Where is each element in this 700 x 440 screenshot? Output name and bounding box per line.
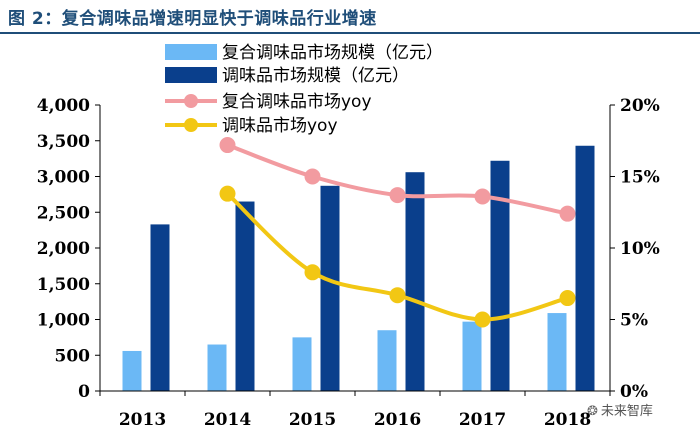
y-left-tick-label: 2,000 — [37, 239, 90, 259]
y-right-tick-label: 20% — [620, 96, 660, 116]
x-tick-label: 2016 — [374, 410, 421, 430]
y-left-tick-label: 3,000 — [37, 168, 90, 188]
point-seasoning-yoy-2015 — [304, 264, 321, 281]
title-underline — [0, 32, 700, 34]
y-right-tick-label: 0% — [620, 382, 648, 402]
point-seasoning-yoy-2017 — [474, 311, 491, 328]
x-tick-label: 2015 — [289, 410, 336, 430]
legend-label-seasoning-bar: 调味品市场规模（亿元） — [222, 66, 409, 86]
bar-compound-2013 — [122, 350, 142, 391]
legend-marker-seasoning-yoy — [184, 118, 198, 132]
point-seasoning-yoy-2016 — [389, 287, 406, 304]
bar-compound-2017 — [462, 321, 482, 391]
legend-label-compound-bar: 复合调味品市场规模（亿元） — [222, 43, 443, 63]
legend-label-seasoning-yoy: 调味品市场yoy — [222, 116, 338, 136]
x-tick-label: 2014 — [204, 410, 251, 430]
y-left-tick-label: 4,000 — [37, 96, 90, 116]
y-left-tick-label: 1,500 — [37, 275, 90, 295]
watermark: ❂ 未来智库 — [587, 400, 653, 419]
legend-label-compound-yoy: 复合调味品市场yoy — [222, 92, 372, 112]
watermark-text: 未来智库 — [600, 404, 653, 419]
x-tick-label: 2017 — [459, 410, 506, 430]
y-right-tick-label: 5% — [620, 311, 648, 331]
y-left-tick-label: 500 — [55, 346, 91, 366]
line-compound-yoy — [226, 143, 568, 216]
bar-seasoning-2018 — [575, 145, 595, 391]
point-compound-yoy-2015 — [304, 168, 321, 185]
y-left-tick-label: 2,500 — [37, 203, 90, 223]
bar-seasoning-2017 — [490, 160, 510, 391]
point-compound-yoy-2014 — [219, 137, 236, 154]
bar-compound-2015 — [292, 337, 312, 391]
point-compound-yoy-2018 — [559, 205, 576, 222]
figure-title: 图 2：复合调味品增速明显快于调味品行业增速 — [8, 9, 377, 29]
y-left-tick-label: 1,000 — [37, 311, 90, 331]
y-left-tick-label: 3,500 — [37, 132, 90, 152]
point-compound-yoy-2016 — [389, 187, 406, 204]
legend-marker-compound-yoy — [184, 94, 198, 108]
bar-compound-2018 — [547, 313, 567, 391]
point-seasoning-yoy-2014 — [219, 185, 236, 202]
bar-seasoning-2013 — [150, 224, 170, 391]
bar-compound-2016 — [377, 330, 397, 391]
bar-seasoning-2016 — [405, 172, 425, 391]
wechat-icon: ❂ — [587, 404, 598, 419]
x-tick-label: 2013 — [119, 410, 166, 430]
point-seasoning-yoy-2018 — [559, 290, 576, 307]
y-left-tick-label: 0 — [78, 382, 90, 402]
bar-seasoning-2014 — [235, 201, 255, 391]
legend-swatch-seasoning-bar — [165, 67, 217, 83]
legend-swatch-compound-bar — [165, 44, 217, 60]
y-right-tick-label: 15% — [620, 168, 660, 188]
x-tick-label: 2018 — [544, 410, 591, 430]
y-right-tick-label: 10% — [620, 239, 660, 259]
point-compound-yoy-2017 — [474, 188, 491, 205]
bar-compound-2014 — [207, 344, 227, 391]
bar-seasoning-2015 — [320, 185, 340, 391]
